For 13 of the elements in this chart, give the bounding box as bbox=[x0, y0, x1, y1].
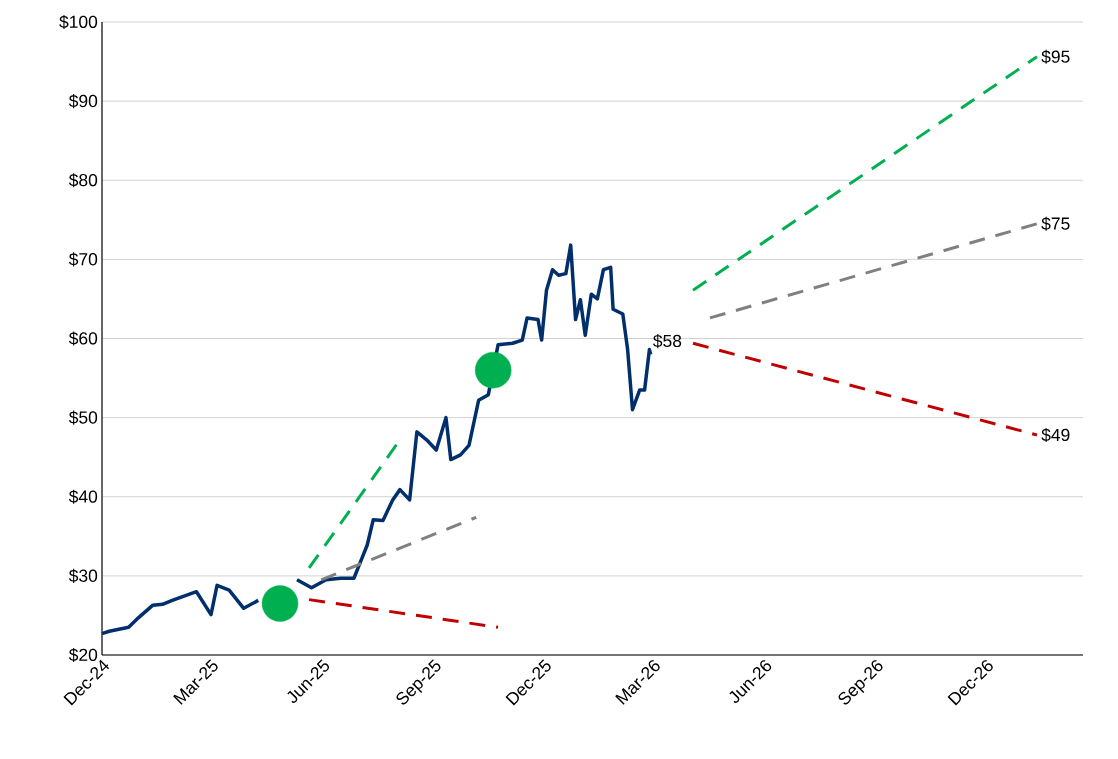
y-tick-label: $90 bbox=[68, 94, 98, 109]
annotation: $49 bbox=[1041, 427, 1070, 443]
y-tick-label: $50 bbox=[68, 410, 98, 425]
y-tick-label: $30 bbox=[68, 568, 98, 583]
annotation: $95 bbox=[1041, 49, 1070, 64]
y-tick-label: $70 bbox=[68, 252, 98, 267]
y-tick-label: $100 bbox=[59, 14, 98, 30]
annotation: $75 bbox=[1041, 216, 1070, 231]
y-tick-label: $80 bbox=[68, 173, 98, 188]
y-tick-label: $60 bbox=[68, 331, 98, 346]
y-tick-label: $20 bbox=[68, 647, 98, 663]
annotation: $58 bbox=[653, 334, 682, 349]
y-tick-label: $40 bbox=[68, 489, 98, 504]
